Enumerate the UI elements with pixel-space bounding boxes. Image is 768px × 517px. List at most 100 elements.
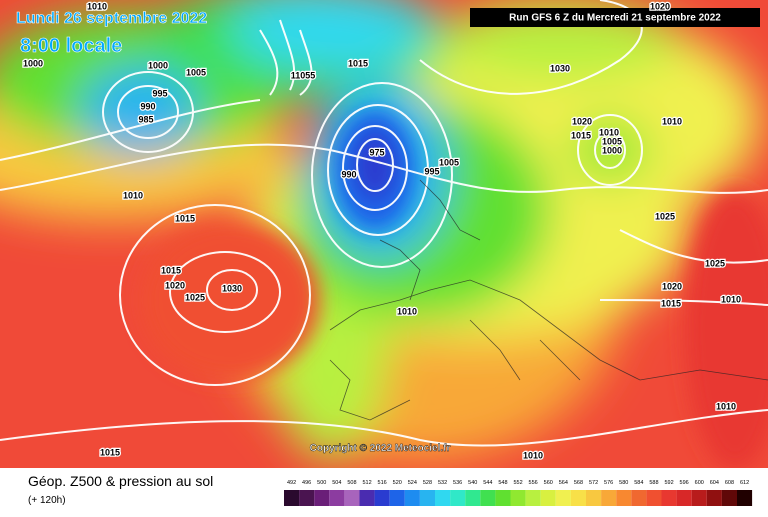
isobar-label: 1010 <box>716 401 736 411</box>
isobar-label: 990 <box>341 169 356 179</box>
isobar-label: 1010 <box>397 306 417 316</box>
scale-swatch <box>676 490 692 506</box>
scale-swatch <box>314 490 330 506</box>
scale-swatch <box>555 490 571 506</box>
scale-label: 544 <box>483 480 492 486</box>
isobar-label: 1025 <box>705 258 725 268</box>
isobar-label: 1010 <box>123 190 143 200</box>
map-field <box>0 0 768 468</box>
scale-label: 564 <box>559 480 568 486</box>
isobar-label: 1020 <box>662 281 682 291</box>
scale-label: 516 <box>378 480 387 486</box>
isobar-label: 1010 <box>721 294 741 304</box>
scale-label: 580 <box>619 480 628 486</box>
scale-label: 608 <box>725 480 734 486</box>
scale-swatch <box>525 490 541 506</box>
isobar-label: 1010 <box>523 450 543 460</box>
scale-swatch <box>646 490 662 506</box>
isobar-label: 1005 <box>602 136 622 146</box>
scale-label: 592 <box>664 480 673 486</box>
scale-label: 604 <box>710 480 719 486</box>
scale-swatch <box>616 490 632 506</box>
scale-label: 508 <box>347 480 356 486</box>
scale-label: 528 <box>423 480 432 486</box>
run-info: Run GFS 6 Z du Mercredi 21 septembre 202… <box>509 13 721 24</box>
scale-label: 588 <box>649 480 658 486</box>
scale-swatch <box>419 490 435 506</box>
scale-label: 568 <box>574 480 583 486</box>
scale-swatch <box>570 490 586 506</box>
scale-swatch <box>601 490 617 506</box>
scale-label: 536 <box>453 480 462 486</box>
isobar-label: 1015 <box>661 298 681 308</box>
isobar-label: 1005 <box>186 67 206 77</box>
isobars <box>0 0 768 447</box>
date-label: Lundi 26 septembre 2022 <box>16 10 207 27</box>
scale-swatch <box>374 490 390 506</box>
isobar-label: 1020 <box>650 1 670 11</box>
scale-label: 496 <box>302 480 311 486</box>
isobar-label: 1010 <box>662 116 682 126</box>
scale-label: 576 <box>604 480 613 486</box>
footer-title: Géop. Z500 & pression au sol <box>28 473 213 489</box>
scale-swatch <box>586 490 602 506</box>
scale-label: 512 <box>362 480 371 486</box>
run-banner <box>470 8 760 27</box>
scale-swatch <box>329 490 345 506</box>
footer-lead: (+ 120h) <box>28 495 66 506</box>
coastlines <box>329 179 768 421</box>
scale-swatch <box>737 490 753 506</box>
isobar-label: 1020 <box>572 116 592 126</box>
scale-swatch <box>510 490 526 506</box>
scale-label: 492 <box>287 480 296 486</box>
isobar-label: 1000 <box>602 145 622 155</box>
scale-label: 532 <box>438 480 447 486</box>
scale-label: 524 <box>408 480 417 486</box>
isobar-label: 990 <box>140 101 155 111</box>
scale-label: 504 <box>332 480 341 486</box>
color-scale: 492 496 500 504 508 512 516 520 524 528 532 536 540 5… <box>284 480 753 506</box>
scale-swatch <box>480 490 496 506</box>
scale-swatch <box>631 490 647 506</box>
scale-swatch <box>435 490 451 506</box>
scale-swatch <box>284 490 300 506</box>
isobar-label: 1005 <box>439 157 459 167</box>
scale-swatch <box>661 490 677 506</box>
isobar-label: 1030 <box>222 283 242 293</box>
isobar-label: 11055 <box>291 70 316 80</box>
scale-swatch <box>495 490 511 506</box>
scale-swatch <box>389 490 405 506</box>
scale-swatch <box>359 490 375 506</box>
scale-label: 612 <box>740 480 749 486</box>
isobar-label: 1000 <box>23 58 43 68</box>
scale-swatch <box>299 490 315 506</box>
isobar-label: 1025 <box>655 211 675 221</box>
scale-swatch <box>450 490 466 506</box>
scale-label: 596 <box>680 480 689 486</box>
isobar-label: 1025 <box>185 292 205 302</box>
isobar-label: 1015 <box>161 265 181 275</box>
time-label: 8:00 locale <box>20 35 122 57</box>
scale-swatch <box>540 490 556 506</box>
isobar-label: 975 <box>369 147 384 157</box>
isobar-label: 1020 <box>165 280 185 290</box>
scale-label: 552 <box>513 480 522 486</box>
isobar-label: 1015 <box>571 130 591 140</box>
scale-swatch <box>691 490 707 506</box>
isobar-label: 995 <box>424 166 439 176</box>
isobar-label: 1010 <box>87 1 107 11</box>
isobar-label: 1000 <box>148 60 168 70</box>
scale-swatch <box>344 490 360 506</box>
scale-label: 548 <box>498 480 507 486</box>
copyright: Copyright © 2022 Meteociel.fr <box>310 443 451 454</box>
scale-swatch <box>404 490 420 506</box>
scale-swatch <box>706 490 722 506</box>
scale-swatch <box>721 490 737 506</box>
scale-label: 540 <box>468 480 477 486</box>
isobar-label: 1010 <box>599 127 619 137</box>
scale-label: 600 <box>695 480 704 486</box>
scale-label: 520 <box>393 480 402 486</box>
